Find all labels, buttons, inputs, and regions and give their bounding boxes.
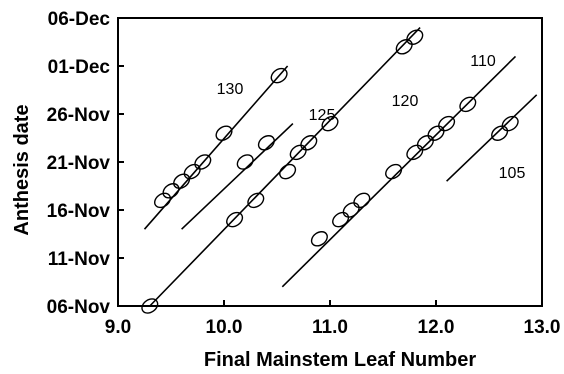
y-tick-label: 26-Nov [47, 105, 111, 126]
fit-line-105 [446, 94, 538, 182]
data-point-110 [459, 96, 477, 113]
y-axis-title: Anthesis date [11, 104, 33, 235]
y-tick-label: 21-Nov [47, 153, 111, 174]
x-tick-label: 9.0 [105, 317, 131, 338]
series-label-105: 105 [499, 165, 526, 182]
data-point-130 [270, 67, 288, 84]
data-point-110 [385, 163, 403, 180]
x-tick-label: 10.0 [206, 317, 243, 338]
data-point-120 [395, 39, 413, 55]
data-point-105 [491, 125, 509, 141]
data-point-120 [289, 144, 307, 161]
data-point-120 [300, 135, 318, 151]
data-point-120 [247, 192, 265, 209]
data-point-120 [279, 163, 297, 180]
data-point-125 [236, 154, 254, 170]
y-tick-label: 06-Dec [48, 9, 111, 30]
data-point-110 [406, 144, 424, 161]
x-tick-label: 13.0 [524, 317, 561, 338]
series-label-110: 110 [470, 53, 496, 70]
y-tick-label: 11-Nov [48, 249, 111, 270]
data-point-110 [342, 202, 360, 218]
x-axis-title: Final Mainstem Leaf Number [204, 349, 476, 371]
fit-line-120 [149, 27, 421, 307]
data-point-120 [226, 211, 244, 228]
fit-line-130 [143, 65, 289, 230]
y-tick-label: 01-Dec [48, 57, 111, 78]
data-point-120 [406, 29, 424, 45]
data-point-130 [183, 163, 201, 180]
data-point-105 [501, 115, 519, 132]
series-label-130: 130 [217, 81, 244, 98]
data-point-120 [321, 115, 339, 132]
data-point-130 [154, 192, 172, 209]
data-point-110 [427, 125, 445, 141]
data-point-110 [332, 211, 350, 228]
data-point-110 [438, 115, 456, 132]
y-tick-label: 06-Nov [47, 297, 111, 318]
data-point-130 [215, 125, 233, 141]
x-tick-label: 11.0 [312, 317, 348, 338]
y-tick-label: 16-Nov [47, 201, 111, 222]
series-label-125: 125 [309, 107, 336, 124]
x-tick-label: 12.0 [418, 317, 455, 338]
data-point-110 [416, 135, 434, 151]
series-label-120: 120 [392, 93, 419, 110]
data-point-110 [310, 231, 328, 247]
data-point-110 [353, 192, 371, 209]
data-point-125 [257, 135, 275, 151]
fit-line-110 [281, 55, 517, 288]
data-point-120 [141, 298, 159, 314]
data-point-130 [194, 154, 212, 170]
data-point-130 [173, 173, 191, 189]
data-point-130 [162, 183, 180, 199]
